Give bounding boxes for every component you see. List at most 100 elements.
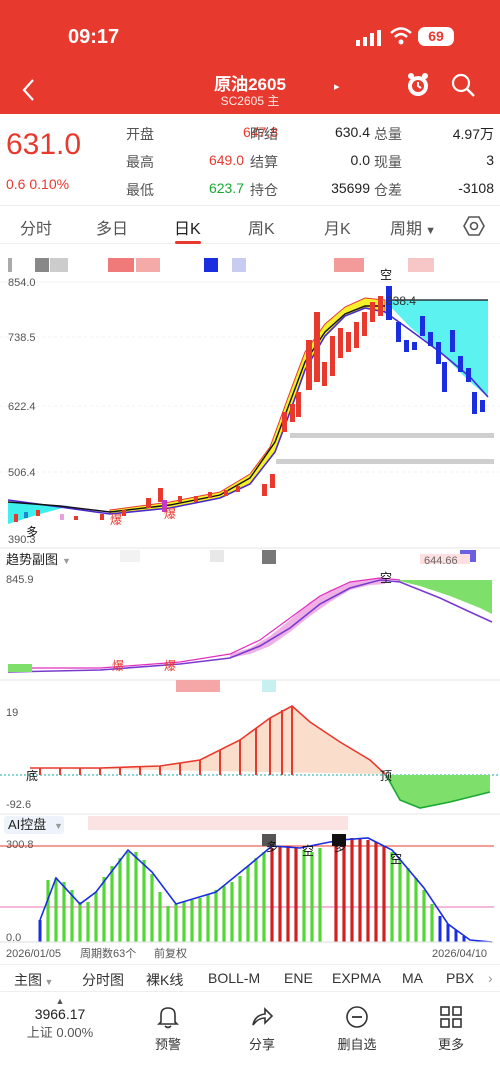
oi-change-label: 仓差 <box>374 182 402 198</box>
main-chart-caret-icon: ▼ <box>42 977 54 987</box>
settings-hex-icon[interactable] <box>462 214 486 238</box>
share-button[interactable]: 分享 <box>227 1004 297 1053</box>
low-value: 623.7 <box>208 180 244 196</box>
main-y-bottom: 390.3 <box>8 534 36 546</box>
main-y-2: 738.5 <box>8 332 36 344</box>
main-chart <box>0 281 500 524</box>
sub3-caret-icon[interactable]: ▼ <box>54 821 63 831</box>
bottom-bar: ▲ 3966.17 上证 0.00% 预警 分享 删自选 更多 <box>0 996 500 1087</box>
tab-intraday[interactable]: 分时 <box>20 221 53 238</box>
tab-monthly-k[interactable]: 月K <box>324 221 351 238</box>
long-signal-mark: 多 <box>26 525 38 539</box>
open-value: 647.8 <box>242 124 278 140</box>
main-y-4: 506.4 <box>8 467 36 479</box>
tool-ene[interactable]: ENE <box>284 970 313 986</box>
tab-multiday[interactable]: 多日 <box>96 221 129 238</box>
sub2-y-top: 19 <box>6 707 18 719</box>
nav-bar: 原油2605 SC2605 主 ▸ <box>0 70 500 114</box>
sub3-chart <box>0 834 494 943</box>
adjust-mode[interactable]: 前复权 <box>154 946 187 960</box>
minus-circle-icon <box>346 1006 368 1028</box>
last-price: 631.0 <box>6 128 82 161</box>
bottom-signal-mark: 底 <box>26 768 38 783</box>
high-label: 最高 <box>126 154 154 170</box>
volume-label: 总量 <box>374 126 402 142</box>
tab-weekly-k[interactable]: 周K <box>248 221 275 238</box>
period-count: 周期数63个 <box>80 947 136 960</box>
indicator-toolbar: 主图 ▼ 分时图 裸K线 BOLL-M ENE EXPMA MA PBX › <box>0 964 500 992</box>
sub2-chart <box>30 705 491 809</box>
burst-mark-1: 爆 <box>110 513 122 527</box>
sub1-value: 644.66 <box>424 555 458 567</box>
tool-expma[interactable]: EXPMA <box>332 970 382 986</box>
sub3-title-bg <box>4 816 64 834</box>
tool-ma[interactable]: MA <box>402 970 423 986</box>
alarm-clock-icon[interactable] <box>404 70 432 100</box>
sub1-short-mark: 空 <box>380 571 392 585</box>
contract-code: SC2605 主 <box>220 94 280 108</box>
index-name: 上证 0.00% <box>26 1025 94 1040</box>
sub3-mark-short-2: 空 <box>390 852 402 866</box>
start-date: 2026/01/05 <box>6 948 61 960</box>
sub1-title[interactable]: 趋势副图 <box>6 552 58 567</box>
sub3-y-bottom: 0.0 <box>6 932 21 944</box>
open-label: 开盘 <box>126 126 154 142</box>
contract-title[interactable]: 原油2605 <box>214 75 286 94</box>
active-tab-indicator <box>175 241 201 244</box>
status-bar: 09:17 69 <box>0 0 500 70</box>
tool-boll-m[interactable]: BOLL-M <box>208 970 261 986</box>
current-volume-label: 现量 <box>374 154 402 170</box>
main-chart-label: 主图 <box>14 972 42 988</box>
tool-bare-k[interactable]: 裸K线 <box>146 972 184 988</box>
period-label: 周期 <box>390 221 423 238</box>
high-value: 649.0 <box>208 152 244 168</box>
sub2-strip <box>176 680 276 692</box>
volume-value: 4.97万 <box>452 126 494 142</box>
more-tools-icon[interactable]: › <box>488 970 493 986</box>
main-chart-selector[interactable]: 主图 ▼ <box>14 970 53 990</box>
more-button[interactable]: 更多 <box>416 1004 486 1053</box>
oi-change-value: -3108 <box>458 180 494 196</box>
sub3-mark-short-1: 空 <box>302 844 314 858</box>
caret-down-icon: ▼ <box>422 225 436 237</box>
sub3-mark-long-1: 多 <box>266 840 278 854</box>
burst-mark-2: 爆 <box>164 507 176 521</box>
share-label: 分享 <box>248 1037 275 1052</box>
chart-area[interactable]: 854.0 738.5 622.4 506.4 390.3 838.4 空 多 … <box>0 252 500 964</box>
current-volume-value: 3 <box>486 152 494 168</box>
tab-period[interactable]: 周期 ▼ <box>390 215 436 239</box>
candlesticks <box>14 286 485 522</box>
sub3-title[interactable]: AI控盘 <box>8 817 46 832</box>
tool-timeshare[interactable]: 分时图 <box>82 972 124 988</box>
settle-value: 0.0 <box>350 152 370 168</box>
main-y-3: 622.4 <box>8 401 36 413</box>
sub1-strip <box>120 550 476 564</box>
up-arrow-icon: ▲ <box>55 996 65 1006</box>
tab-daily-k[interactable]: 日K <box>174 221 201 238</box>
open-interest-value: 35699 <box>331 180 370 196</box>
remove-watchlist-button[interactable]: 删自选 <box>322 1004 392 1053</box>
bell-icon <box>157 1007 179 1029</box>
tool-pbx[interactable]: PBX <box>446 970 475 986</box>
signal-icon <box>356 30 381 46</box>
low-label: 最低 <box>126 182 154 198</box>
sub1-burst-1: 爆 <box>112 659 124 673</box>
index-value: 3966.17 <box>34 1006 86 1022</box>
sub1-caret-icon[interactable]: ▼ <box>62 556 71 566</box>
grid-icon <box>440 1006 462 1028</box>
sub3-strip <box>88 816 348 830</box>
sub1-burst-2: 爆 <box>164 659 176 673</box>
sub3-y-top: 300.8 <box>6 839 34 851</box>
price-change: 0.6 0.10% <box>6 176 70 192</box>
back-icon[interactable] <box>16 76 44 104</box>
alert-button[interactable]: 预警 <box>133 1004 203 1053</box>
clock: 09:17 <box>68 26 120 48</box>
search-icon[interactable] <box>450 72 476 98</box>
next-contract-icon[interactable]: ▸ <box>334 81 340 93</box>
end-date: 2026/04/10 <box>432 948 487 960</box>
prev-settle-label: 昨结 <box>250 126 278 142</box>
alert-label: 预警 <box>154 1037 181 1052</box>
period-tabs: 分时 多日 日K 周K 月K 周期 ▼ <box>0 206 500 244</box>
index-ticker[interactable]: ▲ 3966.17 上证 0.00% <box>20 996 100 1041</box>
prev-settle-value: 630.4 <box>334 124 370 140</box>
